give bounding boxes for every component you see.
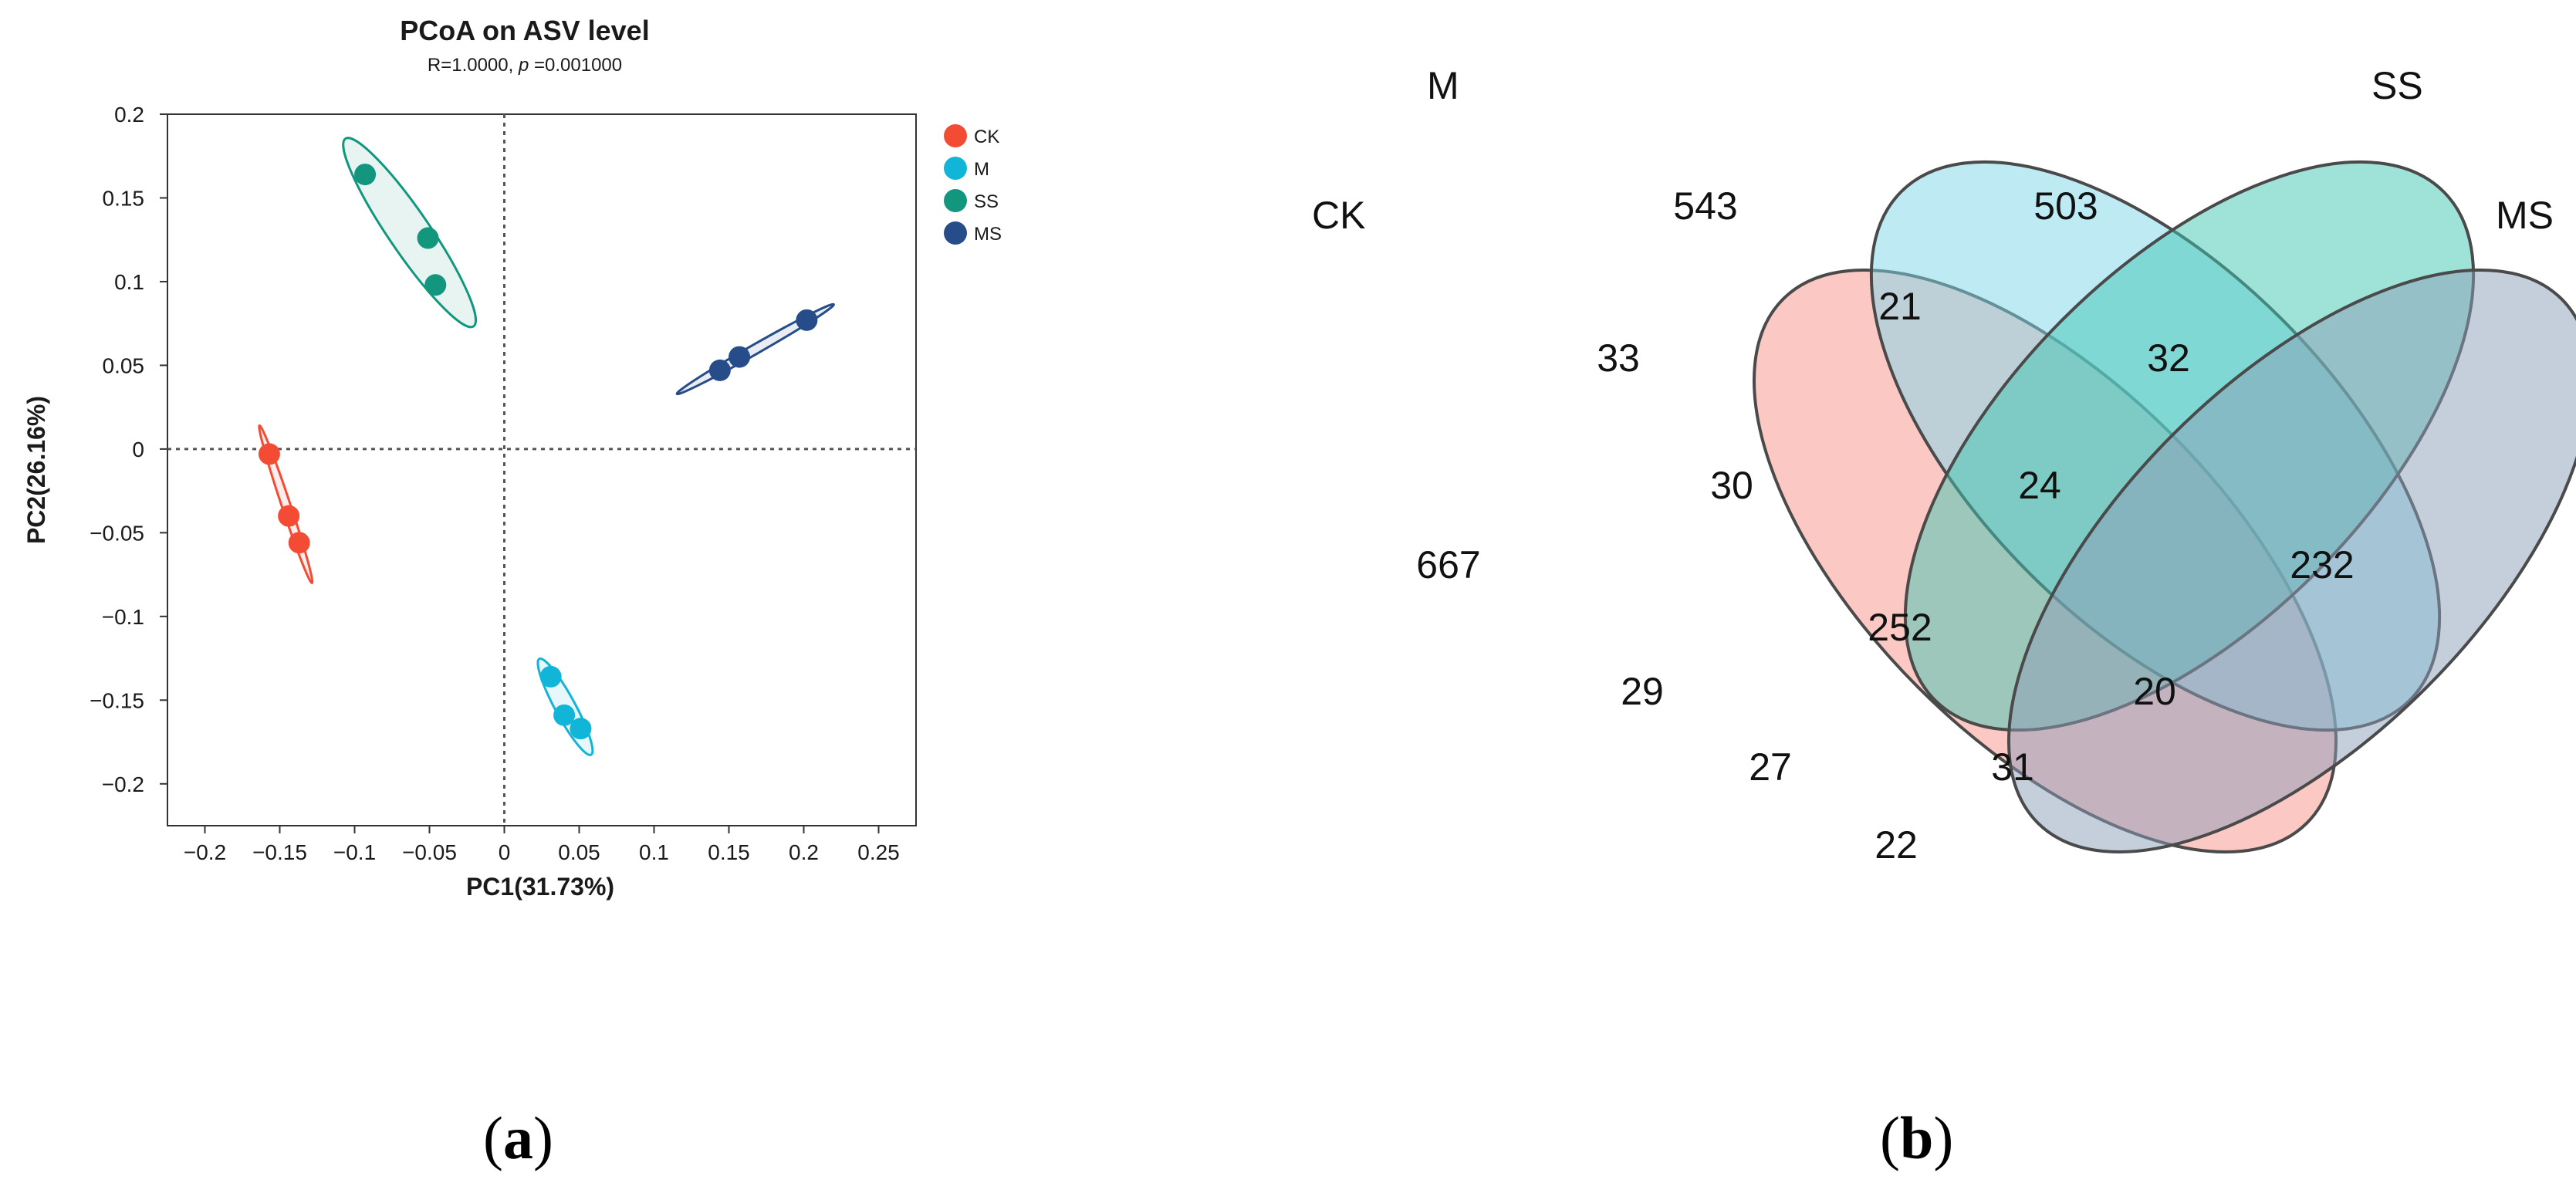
scatter-groups (258, 137, 835, 756)
venn-count-ck-ms: 22 (1875, 823, 1918, 867)
x-axis-ticks: −0.2 −0.15 −0.1 −0.05 0 0.05 0.1 0.15 0.2 0.25 (184, 826, 900, 864)
point-ms (729, 346, 751, 368)
panel-label-b: (b) (1880, 1104, 1954, 1171)
point-ms (708, 359, 731, 381)
venn-region-counts: 667 543 503 232 21 33 32 30 24 252 29 20… (1416, 184, 2354, 867)
group-ck (258, 424, 314, 584)
y-tick-label: 0.2 (114, 103, 144, 127)
y-tick-label: 0.05 (103, 353, 145, 377)
pcoa-chart: PCoA on ASV level R=1.0000, p =0.001000 … (22, 15, 1002, 901)
legend-marker-ss (944, 189, 967, 212)
venn-count-ck-m-ss: 30 (1710, 464, 1753, 507)
point-ck (258, 443, 280, 465)
point-ss (424, 274, 447, 296)
legend-marker-ms (944, 221, 967, 245)
y-tick-label: −0.2 (102, 772, 144, 796)
venn-count-m-ms: 20 (2133, 670, 2176, 713)
point-m (553, 704, 576, 726)
venn-set-ms (2007, 269, 2576, 853)
venn-count-ck: 667 (1416, 543, 1480, 586)
group-ms (675, 302, 835, 396)
venn-count-ck-m: 33 (1597, 336, 1640, 380)
y-axis-ticks: 0.2 0.15 0.1 0.05 0 −0.05 −0.1 −0.15 −0.2 (90, 103, 167, 796)
venn-diagram: CK M SS MS 667 543 503 232 21 33 32 30 2… (1312, 64, 2576, 867)
venn-label-ck: CK (1312, 194, 1365, 237)
y-tick-label: −0.15 (90, 688, 144, 712)
x-axis-label: PC1(31.73%) (466, 873, 614, 901)
x-tick-label: 0.05 (558, 840, 600, 864)
legend-label-m: M (974, 159, 989, 180)
legend-label-ck: CK (974, 127, 999, 147)
x-tick-label: 0.25 (857, 840, 900, 864)
x-tick-label: 0.1 (639, 840, 669, 864)
legend-marker-m (944, 157, 967, 180)
plot-frame (167, 113, 917, 826)
panel-label-a: (a) (483, 1104, 553, 1171)
x-tick-label: 0.15 (708, 840, 750, 864)
y-tick-label: 0 (132, 438, 144, 461)
y-axis-label: PC2(26.16%) (22, 396, 50, 544)
point-m (539, 665, 562, 688)
group-ss (342, 137, 477, 329)
legend-label-ss: SS (974, 191, 999, 212)
legend-label-ms: MS (974, 224, 1002, 245)
chart-title: PCoA on ASV level (400, 15, 649, 46)
group-m (536, 657, 594, 756)
venn-count-ck-m-ms: 31 (1991, 745, 2034, 789)
y-tick-label: 0.15 (103, 186, 145, 210)
x-tick-label: −0.1 (333, 840, 376, 864)
venn-sets (1753, 160, 2576, 853)
x-tick-label: −0.2 (184, 840, 226, 864)
chart-legend: CK M SS MS (944, 124, 1002, 245)
x-tick-label: −0.15 (252, 840, 307, 864)
venn-count-m-ss-ms: 24 (2018, 464, 2061, 507)
venn-label-ss: SS (2371, 64, 2423, 107)
venn-label-m: M (1427, 64, 1459, 107)
point-ss (354, 164, 377, 186)
venn-count-ck-ss: 29 (1621, 670, 1664, 713)
venn-count-all: 252 (1868, 606, 1932, 649)
venn-count-ck-ss-ms: 27 (1749, 745, 1792, 789)
venn-count-ms: 232 (2290, 543, 2354, 586)
confidence-ellipse-ss (342, 137, 477, 329)
venn-label-ms: MS (2496, 194, 2554, 237)
y-tick-label: 0.1 (114, 270, 144, 294)
chart-subtitle: R=1.0000, p =0.001000 (428, 55, 622, 76)
y-tick-label: −0.1 (102, 605, 144, 629)
venn-set-labels: CK M SS MS (1312, 64, 2554, 237)
venn-count-ss: 503 (2033, 184, 2098, 228)
venn-count-m: 543 (1673, 184, 1737, 228)
point-ck (278, 505, 300, 527)
x-tick-label: 0.2 (789, 840, 819, 864)
point-ss (417, 227, 439, 249)
point-ms (796, 309, 818, 331)
point-ck (288, 532, 310, 554)
point-m (570, 718, 592, 740)
venn-count-ss-ms: 32 (2147, 336, 2190, 380)
legend-marker-ck (944, 124, 967, 147)
venn-count-m-ss: 21 (1878, 285, 1922, 328)
x-tick-label: 0 (499, 840, 511, 864)
x-tick-label: −0.05 (402, 840, 457, 864)
y-tick-label: −0.05 (90, 521, 144, 545)
